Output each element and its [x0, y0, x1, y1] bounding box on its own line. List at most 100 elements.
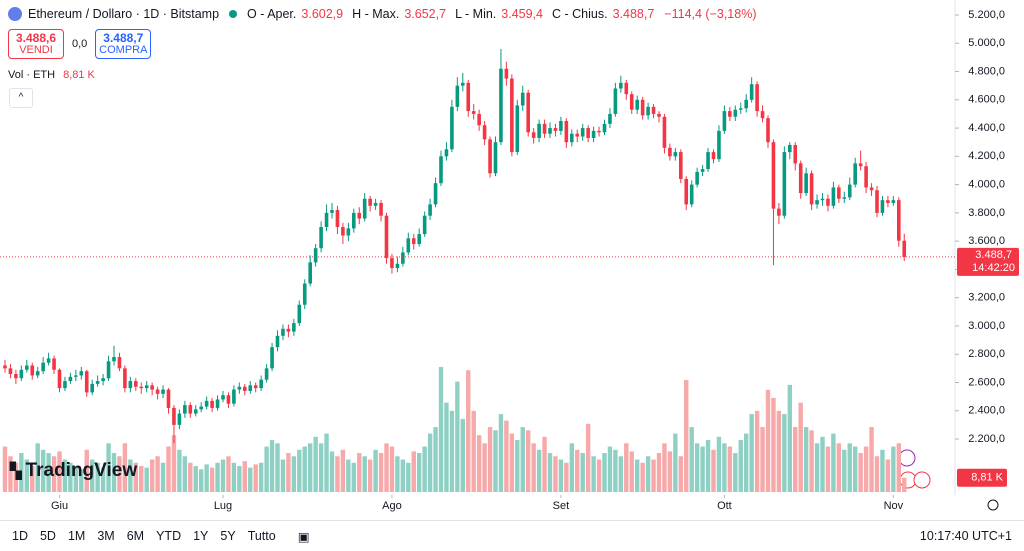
- volume-bar: [471, 410, 476, 492]
- x-tick-label: Lug: [214, 500, 232, 512]
- spread: 0,0: [72, 38, 88, 50]
- volume-bar: [144, 467, 149, 492]
- candle-body: [608, 113, 612, 124]
- volume-bar: [569, 443, 574, 492]
- range-button[interactable]: 6M: [126, 529, 145, 543]
- volume-bar: [122, 443, 128, 492]
- buy-button[interactable]: 3.488,7 COMPRA: [95, 29, 152, 59]
- volume-bar: [891, 446, 896, 492]
- candle-body: [368, 198, 372, 206]
- y-tick-label: 3.200,0: [968, 292, 1005, 304]
- volume-bar: [209, 467, 215, 492]
- volume-bar: [493, 430, 498, 492]
- candle-body: [308, 262, 312, 284]
- candle-body: [243, 386, 247, 391]
- range-button[interactable]: YTD: [156, 529, 182, 543]
- volume-bar: [362, 456, 367, 492]
- volume-bar: [509, 433, 515, 492]
- volume-bar: [400, 459, 406, 492]
- range-button[interactable]: 3M: [97, 529, 115, 543]
- range-button[interactable]: Tutto: [247, 529, 276, 543]
- ohlc-name: H - Max.: [352, 7, 400, 21]
- candle-body: [466, 82, 471, 112]
- volume-bar: [51, 456, 57, 492]
- y-tick-label: 4.200,0: [968, 150, 1005, 162]
- candle-body: [128, 381, 133, 389]
- volume-bar: [329, 451, 335, 492]
- range-button[interactable]: 1D: [12, 529, 28, 543]
- volume-tag-label: 8,81 K: [971, 472, 1003, 484]
- volume-bar: [526, 430, 531, 492]
- candle-body: [564, 120, 569, 143]
- volume-bar: [673, 433, 678, 492]
- watermark: ▚ TradingView: [10, 460, 138, 481]
- volume-bar: [820, 436, 825, 492]
- event-icon[interactable]: [913, 471, 931, 489]
- sell-button[interactable]: 3.488,6 VENDI: [8, 29, 64, 59]
- volume-bar: [13, 462, 19, 492]
- watermark-text: TradingView: [25, 460, 138, 481]
- volume-bar: [596, 459, 602, 492]
- candle-body: [8, 368, 13, 375]
- candle-body: [221, 395, 225, 400]
- candle-body: [886, 200, 890, 203]
- candle-body: [232, 389, 236, 404]
- candle-body: [788, 145, 792, 153]
- candle-body: [215, 399, 220, 408]
- settings-icon[interactable]: [987, 499, 999, 511]
- y-tick-label: 4.400,0: [968, 122, 1005, 134]
- volume-bar: [95, 462, 100, 492]
- volume-bar: [487, 427, 493, 492]
- candle-body: [123, 368, 127, 389]
- candle-body: [717, 130, 721, 160]
- candle-body: [25, 365, 29, 370]
- volume-bar: [749, 414, 754, 492]
- collapse-button[interactable]: ^: [9, 88, 33, 108]
- volume-bar: [291, 456, 297, 492]
- volume-bar: [684, 379, 689, 492]
- candle-body: [139, 386, 144, 389]
- volume-bar: [733, 453, 738, 492]
- candle-body: [629, 94, 634, 110]
- volume-bar: [689, 427, 694, 492]
- volume-bar: [504, 420, 509, 492]
- candle-body: [57, 369, 62, 389]
- date-range-icon[interactable]: ▣: [297, 529, 310, 544]
- volume-bar: [19, 453, 24, 492]
- candle-body: [341, 227, 345, 236]
- candle-body: [79, 371, 84, 376]
- volume-bar: [874, 456, 880, 492]
- candle-body: [74, 375, 78, 377]
- range-button[interactable]: 5Y: [220, 529, 236, 543]
- candle-body: [292, 323, 296, 332]
- range-button[interactable]: 1Y: [193, 529, 209, 543]
- range-button[interactable]: 5D: [39, 529, 56, 543]
- volume-bar: [640, 462, 645, 492]
- volume-bar: [515, 440, 520, 492]
- candle-body: [488, 139, 492, 174]
- volume-bar: [705, 440, 711, 492]
- range-button[interactable]: 1M: [67, 529, 86, 543]
- candle-body: [744, 99, 748, 109]
- volume-bar: [476, 435, 482, 492]
- ohlc-values: O - Aper. 3.602,9 H - Max. 3.652,7 L - Min. 3…: [247, 7, 658, 21]
- volume-bar: [308, 443, 313, 492]
- candle-body: [771, 142, 776, 209]
- event-icon[interactable]: [898, 449, 916, 467]
- volume-bar: [204, 464, 209, 492]
- symbol-title: Ethereum / Dollaro · 1D · Bitstamp: [28, 7, 220, 21]
- price-tag: [957, 247, 1019, 276]
- toolbar: 10:17:40 UTC+1 1D 5D 1M 3M 6M YTD 1Y 5Y Tutto ▣: [0, 520, 1024, 551]
- volume-bar: [803, 427, 809, 492]
- volume-bar: [858, 453, 863, 492]
- y-tick-label: 3.800,0: [968, 207, 1005, 219]
- candle-body: [166, 389, 171, 408]
- volume-bar: [302, 446, 307, 492]
- volume-bar: [754, 410, 760, 492]
- volume-name: Vol · ETH: [8, 69, 56, 81]
- volume-bar: [716, 436, 722, 492]
- volume-bar: [765, 389, 771, 492]
- y-tick-label: 2.600,0: [968, 376, 1005, 388]
- y-tick-label: 3.000,0: [968, 320, 1005, 332]
- change: −114,4 (−3,18%): [664, 7, 757, 21]
